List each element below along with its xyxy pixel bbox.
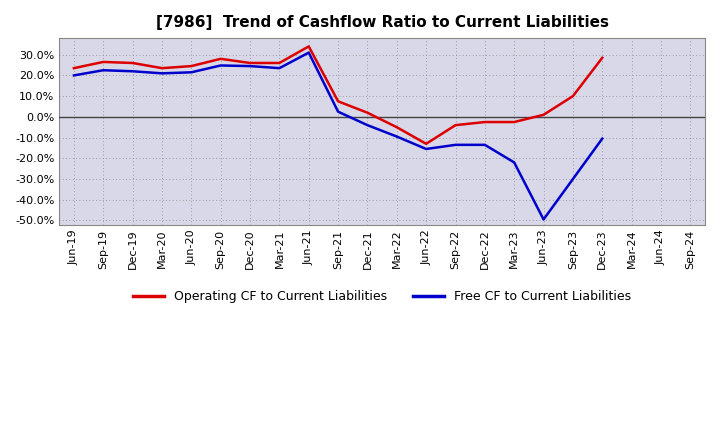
- Title: [7986]  Trend of Cashflow Ratio to Current Liabilities: [7986] Trend of Cashflow Ratio to Curren…: [156, 15, 608, 30]
- Legend: Operating CF to Current Liabilities, Free CF to Current Liabilities: Operating CF to Current Liabilities, Fre…: [128, 285, 636, 308]
